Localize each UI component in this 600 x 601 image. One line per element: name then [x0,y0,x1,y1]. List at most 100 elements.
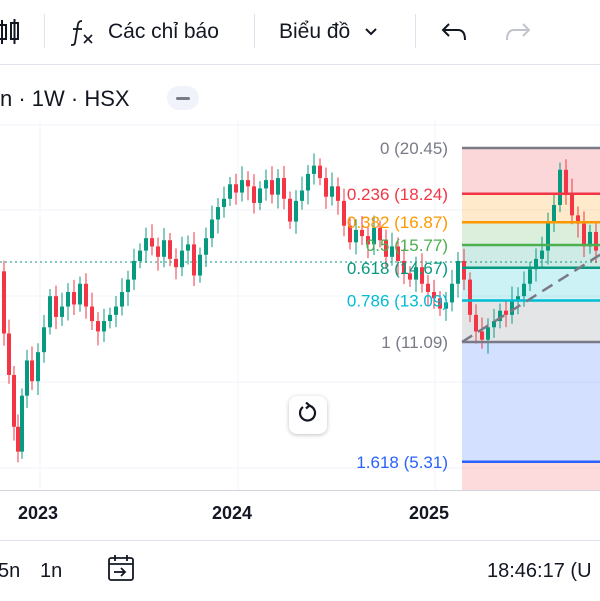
candle-body [162,240,166,257]
candle-body [150,238,154,247]
candle-body [576,215,580,224]
candle-body [516,296,520,301]
candle-body [450,283,454,303]
candle-body [522,283,526,297]
candle-body [408,273,412,280]
clock-text: 18:46:17 (U [487,559,592,582]
go-to-date-button[interactable] [106,541,138,601]
candlestick-icon[interactable] [0,0,22,64]
candle-body [132,260,136,280]
chart-type-label: Biểu đồ [279,20,351,43]
undo-icon[interactable] [440,0,468,64]
candle-body [222,198,226,208]
range-5n-button[interactable]: 5n [0,541,20,601]
candle-body [264,180,268,189]
candle-body [486,327,490,340]
fib-zone [462,461,600,490]
function-icon [68,18,96,46]
time-axis: 2023 2024 2025 [0,490,600,535]
chart-type-dropdown[interactable]: Biểu đồ [279,0,378,64]
candle-body [246,180,250,187]
toolbar-divider [44,14,45,48]
candle-body [366,236,370,245]
symbol-info[interactable]: n · 1W · HSX [0,82,130,116]
candle-body [7,333,11,375]
candle-body [468,279,472,315]
candle-body [300,190,304,201]
candle-body [390,246,394,257]
candle-body [378,227,382,241]
candle-body [2,271,6,334]
candle-body [360,229,364,237]
candle-body [324,178,328,197]
candle-body [144,238,148,251]
fib-zone [462,245,600,268]
candle-body [12,374,16,427]
candle-body [336,186,340,201]
fib-zone [462,222,600,245]
chevron-down-icon [364,27,378,37]
candle-body [138,250,142,261]
candle-body [384,240,388,257]
candle-body [156,246,160,257]
collapse-legend-button[interactable] [167,86,199,110]
candle-body [312,165,316,174]
candle-body [348,225,352,243]
candle-body [216,207,220,220]
indicators-button[interactable]: Các chỉ báo [68,0,219,64]
candle-body [54,296,58,317]
fib-zone [462,148,600,194]
candle-body [534,258,538,270]
candle-body [354,229,358,243]
candle-body [186,244,190,251]
candle-body [60,306,64,317]
top-toolbar: Các chỉ báo Biểu đồ [0,0,600,65]
candle-body [174,258,178,268]
candle-body [540,250,544,259]
candle-body [564,169,568,193]
candle-body [234,184,238,193]
fib-level-label: 0.5 (15.77) [366,236,448,255]
fib-zone [462,300,600,342]
candle-body [108,314,112,322]
candlestick-series [2,153,598,463]
candle-body [318,165,322,179]
candle-body [594,231,598,251]
toolbar-divider [254,14,255,48]
candle-body [474,314,478,332]
candle-body [288,198,292,222]
candle-body [66,292,70,307]
fib-retracement-zones [462,148,600,490]
bottom-bar: 5n 1n 18:46:17 (U [0,540,600,601]
calendar-arrow-icon [106,552,138,590]
candle-body [426,283,430,293]
candle-body [258,188,262,203]
fib-retracement-lines [461,146,600,464]
candle-body [480,331,484,340]
symbol-info-text: n · 1W · HSX [0,86,130,111]
fib-level-label: 1 (11.09) [381,333,448,352]
toolbar-divider [415,14,416,48]
redo-icon[interactable] [504,0,532,64]
candle-body [78,283,82,305]
fib-level-label: 0.382 (16.87) [347,213,448,232]
candle-body [126,279,130,293]
year-label: 2023 [18,503,59,523]
range-1n-button[interactable]: 1n [40,541,62,601]
candle-body [252,186,256,203]
clock-timezone[interactable]: 18:46:17 (U [487,541,592,601]
candle-body [114,306,118,315]
candle-body [90,306,94,322]
candle-body [20,395,24,452]
candle-body [498,310,502,322]
candle-body [282,178,286,199]
candle-body [270,180,274,195]
candle-body [552,204,556,222]
price-chart[interactable]: 0 (20.45) 0.236 (18.24) 0.382 (16.87) 0.5 (… [0,120,600,490]
candle-body [504,310,508,315]
reset-chart-button[interactable] [289,396,327,434]
candle-body [588,231,592,247]
candle-body [72,292,76,305]
candle-body [402,260,406,274]
candle-body [210,219,214,239]
